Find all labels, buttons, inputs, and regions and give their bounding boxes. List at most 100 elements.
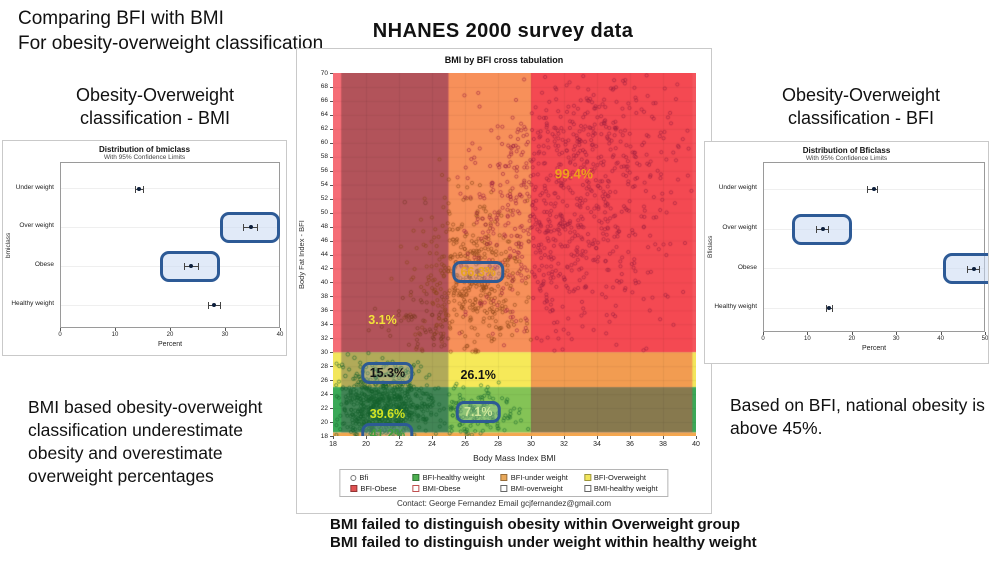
x-tick-label: 10: [111, 332, 119, 338]
y-axis-label: Bficlass: [707, 235, 714, 259]
x-tick-label: 30: [527, 441, 535, 448]
x-tick-label: 22: [395, 441, 403, 448]
x-tick-mark: [564, 436, 565, 439]
x-tick-mark: [851, 332, 853, 335]
x-axis-label: Percent: [861, 345, 887, 352]
plot-area: [60, 162, 281, 328]
x-tick-mark: [985, 332, 986, 335]
category-label: Over weight: [19, 222, 54, 230]
category-label: Obese: [737, 263, 757, 271]
x-tick-mark: [60, 328, 61, 331]
right-heading-line1: Obesity-Overweight: [781, 85, 941, 105]
x-tick-label: 20: [848, 336, 856, 342]
pct-annotation: 15.3%: [361, 362, 414, 385]
legend-swatch-icon: [583, 474, 591, 481]
row-gridline: [61, 305, 279, 306]
x-tick-mark: [630, 436, 631, 439]
estimate-dot: [211, 303, 216, 307]
ci-cap-high: [877, 186, 879, 194]
right-heading: Obesity-Overweight classification - BFI: [736, 84, 986, 130]
ci-cap-high: [220, 302, 222, 309]
center-heading: NHANES 2000 survey data: [372, 20, 634, 42]
legend-label: BMI-overweight: [510, 484, 563, 493]
x-tick-mark: [531, 436, 532, 439]
y-tick-mark: [330, 184, 333, 186]
slide-title: Comparing BFI with BMI For obesity-overw…: [18, 6, 323, 56]
chart-title: BMI by BFI cross tabulation: [444, 55, 564, 65]
y-tick-label: 44: [320, 251, 328, 258]
ci-cap-high: [978, 265, 980, 273]
y-tick-mark: [330, 310, 333, 312]
x-tick-label: 0: [761, 336, 765, 342]
y-tick-mark: [330, 156, 333, 158]
bottom-caption: BMI failed to distinguish obesity within…: [330, 516, 757, 552]
bmi-bfi-crosstab-chart: BMI by BFI cross tabulation 99.4% 66.3% 3.1…: [296, 48, 712, 514]
y-tick-mark: [330, 408, 333, 410]
category-label: Healthy weight: [11, 300, 54, 307]
legend-item: BMI-healthy weight: [583, 484, 658, 493]
y-tick-mark: [330, 240, 333, 242]
legend-label: BFI-Overweight: [593, 473, 646, 482]
left-heading-line1: Obesity-Overweight: [75, 85, 235, 105]
y-tick-mark: [330, 338, 333, 340]
ci-cap-low: [184, 263, 186, 271]
y-tick-label: 58: [320, 153, 328, 161]
y-tick-label: 38: [320, 292, 328, 300]
legend-item: BFI-Obese: [350, 484, 397, 493]
y-tick-mark: [330, 142, 333, 144]
x-tick-mark: [366, 436, 367, 439]
x-tick-label: 50: [981, 336, 989, 342]
y-tick-mark: [330, 226, 333, 228]
right-note: Based on BFI, national obesity is above …: [730, 395, 985, 438]
estimate-dot: [872, 187, 877, 192]
x-tick-mark: [399, 436, 400, 439]
legend-swatch-icon: [350, 485, 358, 492]
estimate-dot: [249, 225, 254, 230]
x-tick-label: 20: [362, 441, 370, 448]
y-tick-label: 32: [320, 334, 328, 342]
y-tick-mark: [330, 128, 333, 130]
slide-title-line1: Comparing BFI with BMI: [18, 8, 224, 29]
ci-cap-low: [967, 265, 969, 273]
y-tick-label: 40: [320, 278, 328, 286]
y-tick-mark: [330, 324, 333, 326]
y-tick-label: 34: [320, 320, 328, 328]
y-tick-mark: [330, 380, 333, 382]
y-tick-mark: [330, 198, 333, 200]
legend: Bfi BFI-healthy weight BFI-under weight BFI…: [339, 469, 669, 497]
y-tick-label: 70: [320, 69, 328, 77]
category-label: Healthy weight: [714, 303, 757, 311]
y-tick-mark: [330, 114, 333, 116]
estimate-dot: [826, 306, 831, 311]
row-gridline: [764, 308, 984, 309]
ci-cap-high: [827, 226, 829, 234]
pct-annotation: 99.4%: [554, 166, 594, 182]
x-tick-mark: [115, 328, 116, 331]
legend-swatch-icon: [500, 474, 508, 481]
pct-annotation: 41.2%: [361, 422, 414, 436]
right-heading-line2: classification - BFI: [787, 108, 935, 128]
legend-label: Bfi: [359, 473, 369, 482]
bottom-caption-line2: BMI failed to distinguish under weight w…: [330, 534, 757, 551]
y-tick-mark: [330, 352, 333, 354]
ci-cap-low: [825, 305, 827, 313]
y-tick-label: 22: [320, 404, 328, 412]
ci-cap-low: [816, 226, 818, 234]
x-tick-mark: [280, 328, 281, 331]
y-tick-label: 64: [320, 111, 328, 119]
x-tick-label: 0: [58, 332, 62, 338]
y-tick-mark: [330, 73, 333, 74]
x-tick-label: 40: [276, 332, 284, 338]
x-tick-mark: [696, 436, 697, 439]
legend-swatch-icon: [412, 474, 420, 481]
ci-cap-high: [832, 305, 834, 313]
bottom-caption-line1: BMI failed to distinguish obesity within…: [330, 516, 741, 533]
x-tick-label: 36: [626, 441, 634, 448]
y-tick-mark: [330, 212, 333, 214]
left-note: BMI based obesity-overweight classificat…: [28, 397, 263, 486]
x-tick-mark: [432, 436, 433, 439]
legend-label: BFI-Obese: [360, 484, 397, 493]
pct-annotation: 3.1%: [368, 313, 397, 328]
ci-cap-low: [134, 185, 136, 193]
